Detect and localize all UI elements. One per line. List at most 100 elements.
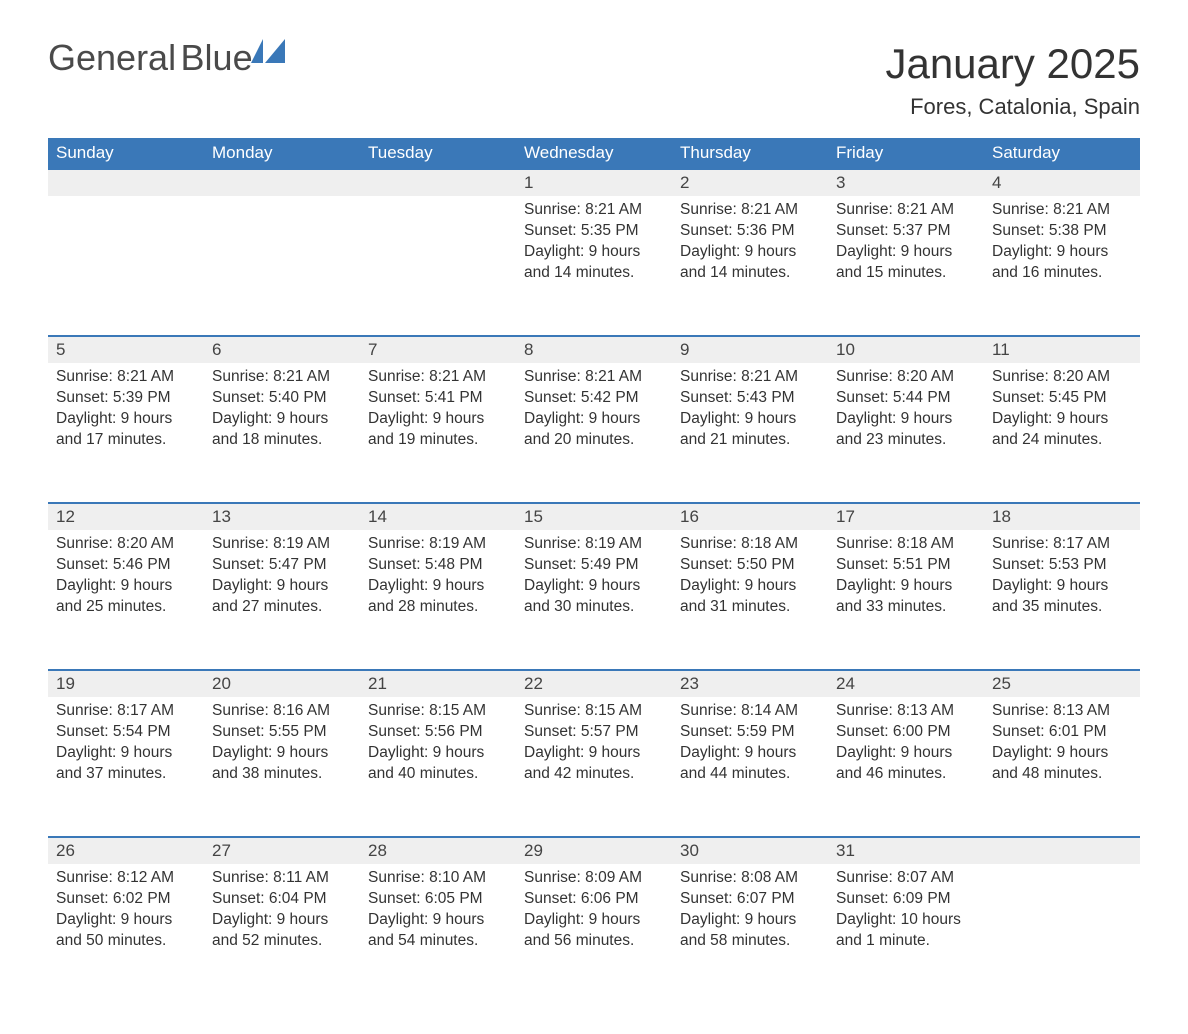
day-number-cell (204, 169, 360, 196)
day-data-cell: Sunrise: 8:21 AMSunset: 5:40 PMDaylight:… (204, 363, 360, 493)
day-number-cell: 22 (516, 670, 672, 697)
day-number-cell (984, 837, 1140, 864)
sunrise-line: Sunrise: 8:20 AM (836, 367, 976, 388)
day-data-row: Sunrise: 8:12 AMSunset: 6:02 PMDaylight:… (48, 864, 1140, 994)
daylight-line: Daylight: 9 hours and 54 minutes. (368, 910, 508, 952)
day-data-cell: Sunrise: 8:18 AMSunset: 5:51 PMDaylight:… (828, 530, 984, 660)
day-data-cell: Sunrise: 8:21 AMSunset: 5:37 PMDaylight:… (828, 196, 984, 326)
sunset-line: Sunset: 5:44 PM (836, 388, 976, 409)
day-data-cell: Sunrise: 8:19 AMSunset: 5:47 PMDaylight:… (204, 530, 360, 660)
day-number-row: 1234 (48, 169, 1140, 196)
sunrise-line: Sunrise: 8:19 AM (524, 534, 664, 555)
sunset-line: Sunset: 5:50 PM (680, 555, 820, 576)
sunrise-line: Sunrise: 8:09 AM (524, 868, 664, 889)
sunset-line: Sunset: 6:09 PM (836, 889, 976, 910)
day-number-cell: 23 (672, 670, 828, 697)
sunrise-line: Sunrise: 8:18 AM (680, 534, 820, 555)
weekday-header: Wednesday (516, 138, 672, 169)
logo-flag-icon (251, 35, 285, 63)
location-subtitle: Fores, Catalonia, Spain (885, 94, 1140, 120)
sunrise-line: Sunrise: 8:20 AM (992, 367, 1132, 388)
sunset-line: Sunset: 6:05 PM (368, 889, 508, 910)
day-number-cell: 27 (204, 837, 360, 864)
sunrise-line: Sunrise: 8:21 AM (368, 367, 508, 388)
sunset-line: Sunset: 5:54 PM (56, 722, 196, 743)
day-data-cell: Sunrise: 8:18 AMSunset: 5:50 PMDaylight:… (672, 530, 828, 660)
daylight-line: Daylight: 9 hours and 14 minutes. (680, 242, 820, 284)
sunrise-line: Sunrise: 8:21 AM (680, 200, 820, 221)
day-data-cell: Sunrise: 8:17 AMSunset: 5:54 PMDaylight:… (48, 697, 204, 827)
daylight-line: Daylight: 9 hours and 17 minutes. (56, 409, 196, 451)
header: General Blue January 2025 Fores, Catalon… (48, 40, 1140, 120)
sunrise-line: Sunrise: 8:14 AM (680, 701, 820, 722)
calendar-table: SundayMondayTuesdayWednesdayThursdayFrid… (48, 138, 1140, 994)
sunset-line: Sunset: 5:47 PM (212, 555, 352, 576)
daylight-line: Daylight: 9 hours and 33 minutes. (836, 576, 976, 618)
day-data-cell (48, 196, 204, 326)
daylight-line: Daylight: 9 hours and 50 minutes. (56, 910, 196, 952)
day-data-cell: Sunrise: 8:08 AMSunset: 6:07 PMDaylight:… (672, 864, 828, 994)
daylight-line: Daylight: 9 hours and 44 minutes. (680, 743, 820, 785)
sunset-line: Sunset: 6:00 PM (836, 722, 976, 743)
day-data-cell (984, 864, 1140, 994)
daylight-line: Daylight: 9 hours and 42 minutes. (524, 743, 664, 785)
sunset-line: Sunset: 5:36 PM (680, 221, 820, 242)
sunset-line: Sunset: 5:46 PM (56, 555, 196, 576)
day-number-cell: 4 (984, 169, 1140, 196)
day-data-cell: Sunrise: 8:15 AMSunset: 5:57 PMDaylight:… (516, 697, 672, 827)
weekday-header: Sunday (48, 138, 204, 169)
sunrise-line: Sunrise: 8:08 AM (680, 868, 820, 889)
day-number-cell: 12 (48, 503, 204, 530)
day-data-cell: Sunrise: 8:19 AMSunset: 5:49 PMDaylight:… (516, 530, 672, 660)
day-data-row: Sunrise: 8:17 AMSunset: 5:54 PMDaylight:… (48, 697, 1140, 827)
sunrise-line: Sunrise: 8:21 AM (680, 367, 820, 388)
day-number-cell: 19 (48, 670, 204, 697)
day-data-cell: Sunrise: 8:09 AMSunset: 6:06 PMDaylight:… (516, 864, 672, 994)
sunset-line: Sunset: 5:49 PM (524, 555, 664, 576)
sunset-line: Sunset: 5:48 PM (368, 555, 508, 576)
sunrise-line: Sunrise: 8:18 AM (836, 534, 976, 555)
sunset-line: Sunset: 5:56 PM (368, 722, 508, 743)
day-data-cell: Sunrise: 8:20 AMSunset: 5:44 PMDaylight:… (828, 363, 984, 493)
sunset-line: Sunset: 5:40 PM (212, 388, 352, 409)
day-number-cell: 7 (360, 336, 516, 363)
day-data-row: Sunrise: 8:21 AMSunset: 5:39 PMDaylight:… (48, 363, 1140, 493)
day-data-cell: Sunrise: 8:19 AMSunset: 5:48 PMDaylight:… (360, 530, 516, 660)
daylight-line: Daylight: 9 hours and 21 minutes. (680, 409, 820, 451)
daylight-line: Daylight: 9 hours and 19 minutes. (368, 409, 508, 451)
day-number-cell: 1 (516, 169, 672, 196)
day-data-cell: Sunrise: 8:21 AMSunset: 5:43 PMDaylight:… (672, 363, 828, 493)
day-data-cell: Sunrise: 8:21 AMSunset: 5:35 PMDaylight:… (516, 196, 672, 326)
weekday-header: Tuesday (360, 138, 516, 169)
day-number-cell: 24 (828, 670, 984, 697)
sunset-line: Sunset: 6:02 PM (56, 889, 196, 910)
daylight-line: Daylight: 9 hours and 15 minutes. (836, 242, 976, 284)
day-number-cell: 3 (828, 169, 984, 196)
sunset-line: Sunset: 5:38 PM (992, 221, 1132, 242)
sunset-line: Sunset: 6:01 PM (992, 722, 1132, 743)
daylight-line: Daylight: 9 hours and 20 minutes. (524, 409, 664, 451)
sunset-line: Sunset: 5:43 PM (680, 388, 820, 409)
day-data-cell: Sunrise: 8:21 AMSunset: 5:38 PMDaylight:… (984, 196, 1140, 326)
sunrise-line: Sunrise: 8:21 AM (524, 200, 664, 221)
day-number-row: 12131415161718 (48, 503, 1140, 530)
day-number-cell: 18 (984, 503, 1140, 530)
day-data-row: Sunrise: 8:20 AMSunset: 5:46 PMDaylight:… (48, 530, 1140, 660)
logo-text-general: General (48, 37, 176, 78)
day-number-cell: 9 (672, 336, 828, 363)
day-number-cell: 28 (360, 837, 516, 864)
sunset-line: Sunset: 5:59 PM (680, 722, 820, 743)
sunrise-line: Sunrise: 8:20 AM (56, 534, 196, 555)
day-number-cell: 20 (204, 670, 360, 697)
daylight-line: Daylight: 9 hours and 25 minutes. (56, 576, 196, 618)
daylight-line: Daylight: 9 hours and 16 minutes. (992, 242, 1132, 284)
sunset-line: Sunset: 5:41 PM (368, 388, 508, 409)
sunrise-line: Sunrise: 8:10 AM (368, 868, 508, 889)
daylight-line: Daylight: 9 hours and 56 minutes. (524, 910, 664, 952)
sunrise-line: Sunrise: 8:15 AM (524, 701, 664, 722)
sunset-line: Sunset: 5:57 PM (524, 722, 664, 743)
day-data-cell: Sunrise: 8:17 AMSunset: 5:53 PMDaylight:… (984, 530, 1140, 660)
week-separator (48, 493, 1140, 503)
daylight-line: Daylight: 9 hours and 35 minutes. (992, 576, 1132, 618)
day-data-cell: Sunrise: 8:21 AMSunset: 5:39 PMDaylight:… (48, 363, 204, 493)
